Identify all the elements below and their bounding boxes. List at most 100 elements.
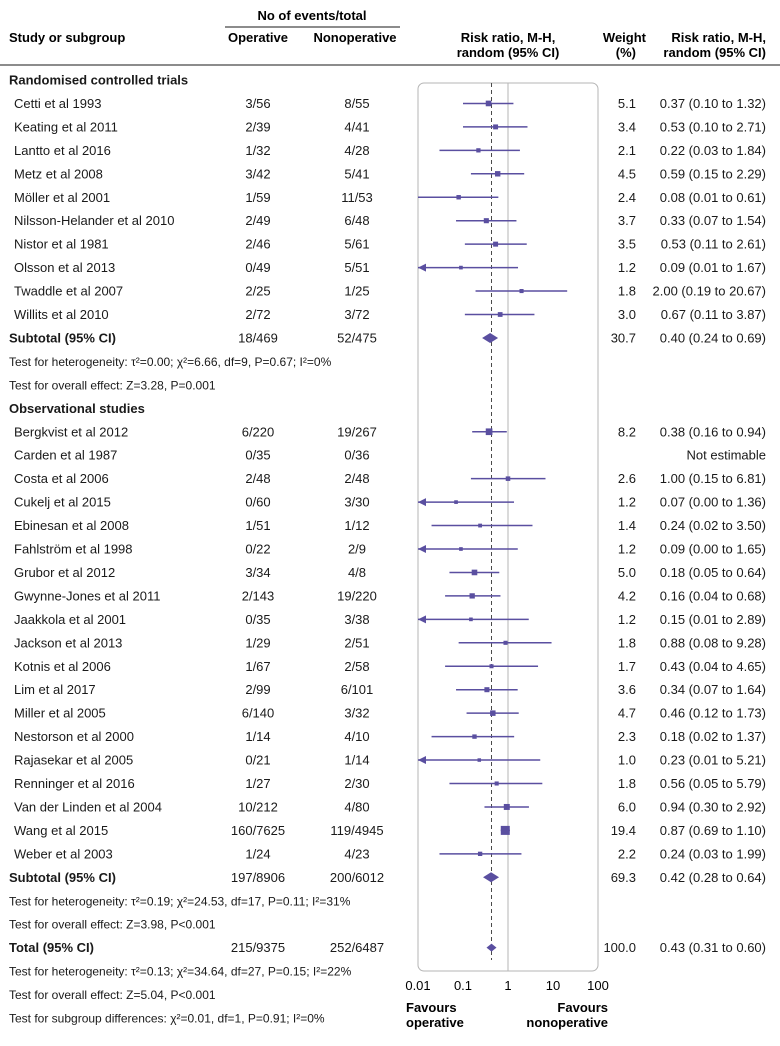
study-label: Bergkvist et al 2012 <box>14 424 128 439</box>
tick-label: 0.1 <box>454 978 472 993</box>
nonoperative-events: 2/58 <box>344 659 369 674</box>
weight-value: 2.4 <box>618 190 636 205</box>
weight-value: 100.0 <box>603 940 636 955</box>
weight-value: 6.0 <box>618 799 636 814</box>
test-note: Test for heterogeneity: τ²=0.13; χ²=34.6… <box>9 965 352 979</box>
risk-ratio-text: 0.34 (0.07 to 1.64) <box>660 682 766 697</box>
point-estimate <box>519 289 524 294</box>
section-heading: Observational studies <box>9 401 145 416</box>
weight-column-header-line1: Weight <box>603 30 647 45</box>
weight-column-header-line2: (%) <box>616 45 636 60</box>
nonoperative-events: 2/51 <box>344 635 369 650</box>
operative-events: 160/7625 <box>231 823 285 838</box>
risk-ratio-text: 0.53 (0.11 to 2.61) <box>661 237 766 252</box>
weight-value: 2.2 <box>618 846 636 861</box>
test-note: Test for heterogeneity: τ²=0.19; χ²=24.5… <box>9 894 351 908</box>
operative-events: 1/14 <box>245 729 270 744</box>
point-estimate <box>469 593 475 599</box>
study-column-header: Study or subgroup <box>9 30 125 45</box>
operative-events: 1/27 <box>245 776 270 791</box>
study-label: Costa et al 2006 <box>14 471 109 486</box>
point-estimate <box>459 265 463 270</box>
operative-events: 0/49 <box>245 260 270 275</box>
study-label: Kotnis et al 2006 <box>14 659 111 674</box>
weight-value: 2.1 <box>618 143 636 158</box>
operative-events: 3/42 <box>245 166 270 181</box>
risk-ratio-text: 0.18 (0.02 to 1.37) <box>660 729 766 744</box>
favours-nonoperative-line2: nonoperative <box>526 1015 608 1030</box>
risk-ratio-text: 0.67 (0.11 to 3.87) <box>661 307 766 322</box>
study-label: Jaakkola et al 2001 <box>14 612 126 627</box>
point-estimate <box>494 171 501 177</box>
risk-ratio-text: 0.42 (0.28 to 0.64) <box>660 870 766 885</box>
operative-column-header: Operative <box>228 30 288 45</box>
study-label: Grubor et al 2012 <box>14 565 115 580</box>
weight-value: 1.2 <box>618 260 636 275</box>
weight-value: 4.2 <box>618 588 636 603</box>
study-label: Jackson et al 2013 <box>14 635 122 650</box>
point-estimate <box>489 664 494 669</box>
risk-ratio-text: 0.24 (0.02 to 3.50) <box>660 518 766 533</box>
weight-value: 3.4 <box>618 119 636 134</box>
risk-ratio-text: 1.00 (0.15 to 6.81) <box>660 471 766 486</box>
risk-ratio-text: 0.87 (0.69 to 1.10) <box>660 823 766 838</box>
plot-column-header-line2: random (95% CI) <box>457 45 560 60</box>
favours-operative-line2: operative <box>406 1015 464 1030</box>
nonoperative-events: 19/267 <box>337 424 377 439</box>
weight-value: 1.8 <box>618 776 636 791</box>
operative-events: 2/48 <box>245 471 270 486</box>
study-label: Cukelj et al 2015 <box>14 495 111 510</box>
nonoperative-events: 1/25 <box>344 284 369 299</box>
risk-ratio-text: 0.07 (0.00 to 1.36) <box>660 495 766 510</box>
point-estimate <box>472 734 477 739</box>
weight-value: 5.1 <box>618 96 636 111</box>
risk-ratio-text: 0.33 (0.07 to 1.54) <box>660 213 766 228</box>
tick-label: 100 <box>587 978 609 993</box>
nonoperative-events: 4/8 <box>348 565 366 580</box>
nonoperative-events: 4/28 <box>344 143 369 158</box>
point-estimate <box>497 312 503 317</box>
point-estimate <box>477 851 483 857</box>
point-estimate <box>477 758 482 762</box>
study-label: Carden et al 1987 <box>14 448 117 463</box>
operative-events: 2/72 <box>245 307 270 322</box>
nonoperative-events: 6/101 <box>341 682 374 697</box>
operative-events: 6/140 <box>242 706 275 721</box>
nonoperative-events: 0/36 <box>344 448 369 463</box>
test-note: Test for subgroup differences: χ²=0.01, … <box>9 1012 325 1026</box>
weight-value: 8.2 <box>618 424 636 439</box>
operative-events: 0/21 <box>245 753 270 768</box>
risk-ratio-text: 0.46 (0.12 to 1.73) <box>660 706 766 721</box>
weight-value: 3.5 <box>618 237 636 252</box>
point-estimate <box>493 241 499 247</box>
nonoperative-events: 2/30 <box>344 776 369 791</box>
study-label: Cetti et al 1993 <box>14 96 101 111</box>
study-label: Miller et al 2005 <box>14 706 106 721</box>
risk-ratio-text: 0.09 (0.01 to 1.67) <box>660 260 766 275</box>
nonoperative-events: 4/41 <box>344 119 369 134</box>
operative-events: 1/32 <box>245 143 270 158</box>
study-label: Gwynne-Jones et al 2011 <box>14 588 160 603</box>
tick-label: 0.01 <box>405 978 430 993</box>
ci-arrow <box>418 263 426 272</box>
nonoperative-events: 4/80 <box>344 799 369 814</box>
operative-events: 2/25 <box>245 284 270 299</box>
risk-ratio-text: 0.09 (0.00 to 1.65) <box>660 542 766 557</box>
weight-value: 3.6 <box>618 682 636 697</box>
point-estimate <box>471 569 478 576</box>
operative-events: 1/29 <box>245 635 270 650</box>
weight-value: 1.7 <box>618 659 636 674</box>
operative-events: 2/49 <box>245 213 270 228</box>
weight-value: 3.0 <box>618 307 636 322</box>
operative-events: 2/46 <box>245 237 270 252</box>
weight-value: 1.2 <box>618 495 636 510</box>
nonoperative-events: 3/72 <box>344 307 369 322</box>
weight-value: 1.2 <box>618 542 636 557</box>
operative-events: 215/9375 <box>231 940 285 955</box>
study-label: Lantto et al 2016 <box>14 143 111 158</box>
nonoperative-events: 4/23 <box>344 846 369 861</box>
weight-value: 4.7 <box>618 706 636 721</box>
nonoperative-events: 1/12 <box>344 518 369 533</box>
nonoperative-events: 3/32 <box>344 706 369 721</box>
